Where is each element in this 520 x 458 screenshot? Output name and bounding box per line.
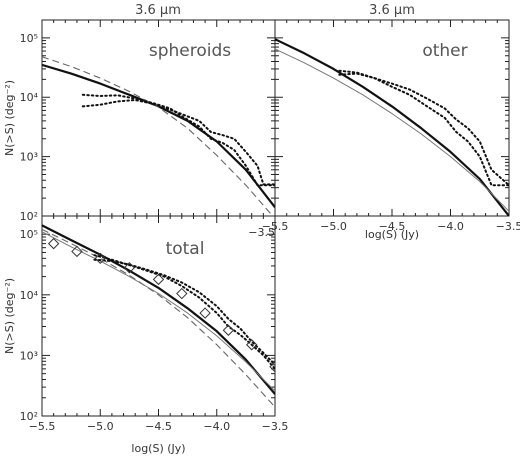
y-tick-label-total: 10⁴ — [20, 289, 39, 302]
y-tick-label-spheroids: 10⁵ — [20, 32, 38, 45]
x-tick-label-total: −5.0 — [87, 420, 114, 433]
y-axis-title-spheroids: N(>S) (deg⁻²) — [3, 80, 16, 156]
x-tick-label-total: −4.0 — [203, 420, 230, 433]
model-line-thin — [42, 231, 275, 392]
series-group-other — [275, 38, 509, 216]
model-line-thick — [275, 38, 509, 216]
data-point-diamond — [71, 245, 83, 258]
panel-label-total: total — [166, 239, 205, 259]
x-tick-label-other: −4.0 — [437, 220, 464, 233]
y-tick-label-total: 10⁵ — [20, 228, 38, 241]
y-tick-label-spheroids: 10³ — [20, 151, 38, 164]
observed-counts-dotted — [338, 72, 509, 187]
model-line-thin — [275, 48, 509, 212]
model-line-dashed — [42, 228, 275, 408]
panel-total: −5.5 −5.0 −4.5 −4.0 −3.5 10² 10³ 10⁴ 10⁵ N(>S) (d… — [3, 215, 289, 455]
data-point-diamond — [199, 307, 211, 319]
x-tick-label-total: −3.5 — [262, 420, 289, 433]
observed-counts-dotted — [93, 258, 275, 366]
x-tick-label-other: −4.5 — [379, 220, 406, 233]
plot-frame-other — [274, 19, 510, 217]
panel-label-spheroids: spheroids — [149, 41, 231, 61]
x-tick-label-total: −4.5 — [145, 420, 172, 433]
model-line-thick — [42, 224, 275, 395]
data-point-diamond — [94, 252, 106, 265]
x-tick-label-spheroids: −3.5 — [248, 226, 275, 239]
column-title-right: 3.6 μm — [369, 3, 415, 18]
model-line-thick — [42, 63, 275, 208]
x-axis-title-total: log(S) (Jy) — [131, 442, 185, 455]
data-point-diamond — [123, 262, 136, 274]
data-point-diamond — [245, 339, 258, 351]
x-tick-label-other: −5.0 — [320, 220, 347, 233]
x-tick-label-other: −3.5 — [496, 220, 520, 233]
x-axis-title-other: log(S) (Jy) — [365, 228, 419, 241]
data-point-diamond — [269, 361, 275, 373]
observed-counts-dotted — [81, 93, 275, 187]
data-point-diamond — [47, 237, 60, 250]
model-line-dashed — [42, 56, 274, 216]
panel-label-other: other — [422, 41, 467, 61]
series-group-spheroids — [42, 56, 275, 216]
series-group-total — [42, 224, 275, 408]
x-tick-label-total: −5.5 — [29, 420, 56, 433]
panel-spheroids: −3.5 10² 10³ 10⁴ 10⁵ N(>S) (deg⁻²) spheroids — [3, 19, 276, 239]
y-tick-label-spheroids: 10⁴ — [20, 91, 39, 104]
y-axis-title-total: N(>S) (deg⁻²) — [3, 278, 16, 354]
data-point-diamond — [222, 324, 235, 336]
data-point-diamond — [176, 287, 188, 300]
data-point-diamond — [152, 273, 165, 286]
column-title-left: 3.6 μm — [135, 3, 181, 18]
y-tick-label-total: 10³ — [20, 349, 38, 362]
y-tick-label-total: 10² — [20, 410, 38, 423]
y-tick-label-spheroids: 10² — [20, 210, 38, 223]
observed-counts-dotted — [81, 99, 275, 186]
